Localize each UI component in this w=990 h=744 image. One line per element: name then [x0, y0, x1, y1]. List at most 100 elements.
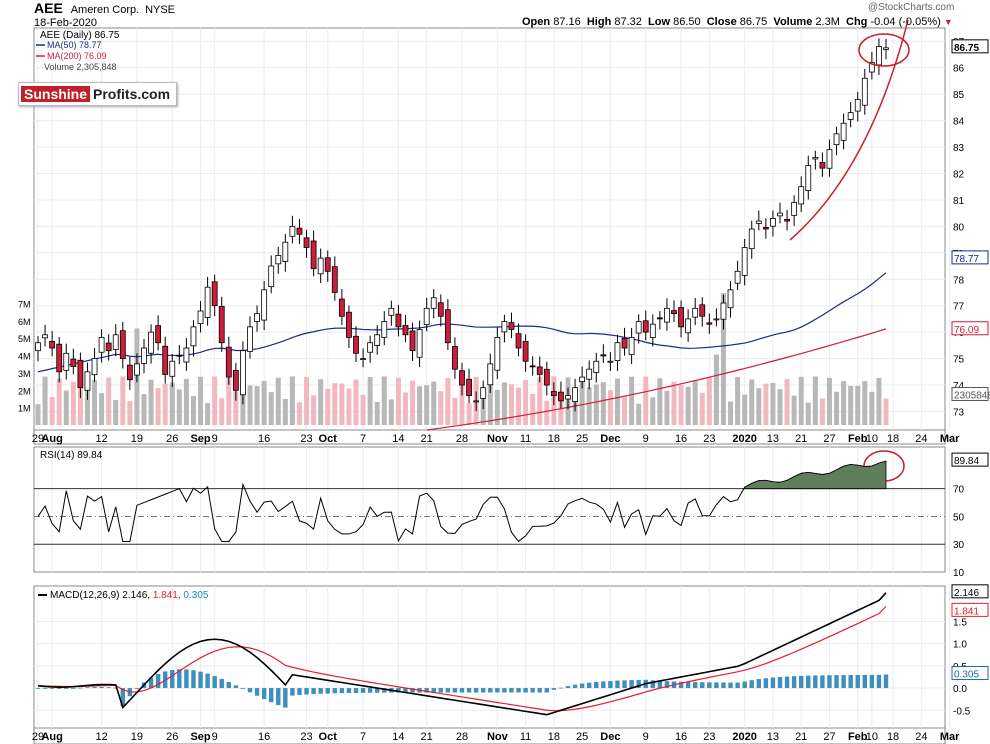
volume-bar [699, 392, 705, 425]
macd-histogram-bar [509, 688, 514, 693]
date-label: 18-Feb-2020 [34, 17, 97, 29]
candle-body [501, 321, 508, 333]
candle-body [699, 304, 706, 317]
candle-body [692, 307, 699, 318]
candle-body [572, 387, 578, 402]
volume-bar [664, 390, 670, 425]
volume-bar [99, 393, 105, 425]
date-label-bottom: 21 [421, 731, 433, 743]
macd-signal-line [37, 605, 887, 712]
macd-histogram-bar [396, 688, 401, 693]
macd-histogram-bar [608, 680, 613, 689]
candle-body [105, 342, 112, 352]
macd-histogram-bar [240, 688, 246, 689]
candle-body [49, 340, 56, 349]
candle-body [635, 321, 642, 334]
candle-body [727, 289, 734, 309]
price-last-label-box [951, 39, 989, 54]
volume-bar [127, 401, 133, 425]
symbol: AEE [34, 0, 63, 16]
candle-body [162, 345, 169, 375]
candle-body [155, 325, 162, 344]
date-label-bottom: 9 [643, 731, 649, 743]
candle-body [77, 359, 84, 389]
macd-histogram-bar [64, 688, 69, 689]
candle-body [232, 370, 239, 391]
macd-histogram-bar [862, 674, 867, 689]
candle-body [112, 334, 119, 350]
ma50-right-label-box [951, 250, 989, 265]
macd-tick-label: 1.5 [953, 618, 967, 629]
volume-bar [530, 393, 536, 425]
candle-body [642, 320, 649, 333]
date-label-bottom: 24 [915, 731, 927, 743]
candle-body [254, 313, 260, 322]
date-axis-strip-bottom [33, 727, 946, 744]
volume-bar [812, 376, 818, 425]
volume-bar [296, 402, 302, 425]
candle-body [247, 326, 253, 352]
volume-bar [318, 379, 324, 425]
volume-bar [459, 376, 465, 425]
volume-bar [466, 403, 472, 425]
volume-bar [636, 403, 642, 425]
volume-bar [607, 390, 613, 425]
macd-histogram-bar [219, 678, 224, 689]
candle-body [70, 358, 77, 367]
legend-ma50: MA(50) 78.77 [47, 40, 102, 50]
date-label: Sep [190, 433, 210, 445]
macd-legend: MACD(12,26,9) 2.146, 1.841, 0.305 [50, 590, 209, 601]
macd-histogram-bar [276, 688, 281, 706]
date-label-bottom: Oct [319, 731, 338, 743]
date-label: 21 [421, 433, 433, 445]
price-tick-label: 73 [953, 407, 965, 418]
candle-body [317, 257, 324, 275]
volume-bar [106, 377, 112, 425]
macd-histogram-bar [770, 677, 776, 689]
macd-histogram-bar [473, 688, 479, 693]
date-label: 16 [675, 433, 687, 445]
volume-bar [183, 378, 189, 425]
volume-bar [848, 385, 854, 425]
macd-histogram-bar [615, 680, 620, 689]
volume-bar [706, 377, 712, 425]
macd-histogram-bar [346, 688, 352, 694]
macd-histogram-bar [261, 688, 267, 700]
candle-body [868, 61, 875, 73]
candle-body [805, 165, 812, 191]
candle-body [656, 317, 663, 320]
volume-tick-label: 6M [18, 317, 31, 327]
macd-histogram-bar [297, 688, 302, 695]
date-label: Dec [600, 433, 620, 445]
price-tick-label: 80 [953, 222, 965, 233]
candle-body [190, 326, 197, 347]
macd-histogram-bar [799, 675, 804, 689]
macd-histogram-bar [212, 676, 217, 689]
macd-histogram-bar [565, 686, 571, 689]
volume-bar [374, 401, 380, 425]
candle-body [812, 157, 819, 160]
macd-histogram-bar [191, 670, 196, 689]
volume-tick-label: 1M [18, 404, 31, 414]
macd-histogram-bar [466, 688, 472, 693]
volume-bar [685, 386, 691, 425]
volume-bar [438, 391, 444, 425]
candle-body [494, 337, 501, 371]
ma200-right-label-box [951, 321, 989, 336]
macd-histogram-bar [784, 676, 790, 689]
candle-body [770, 218, 776, 227]
macd-histogram-bar [869, 674, 875, 689]
candle-body [91, 358, 98, 376]
date-label-bottom: 2020 [732, 731, 756, 743]
volume-bar [713, 354, 719, 425]
volume-bar [339, 383, 345, 425]
candle-body [459, 370, 465, 386]
volume-bar [558, 400, 564, 425]
volume-bar [141, 394, 147, 425]
volume-bar [883, 398, 889, 425]
candle-body [508, 322, 515, 330]
sunshine-profits-logo: Sunshine Profits.com [18, 82, 178, 106]
candle-body [664, 307, 670, 323]
date-label: 21 [795, 433, 807, 445]
date-label-bottom: 7 [360, 731, 366, 743]
